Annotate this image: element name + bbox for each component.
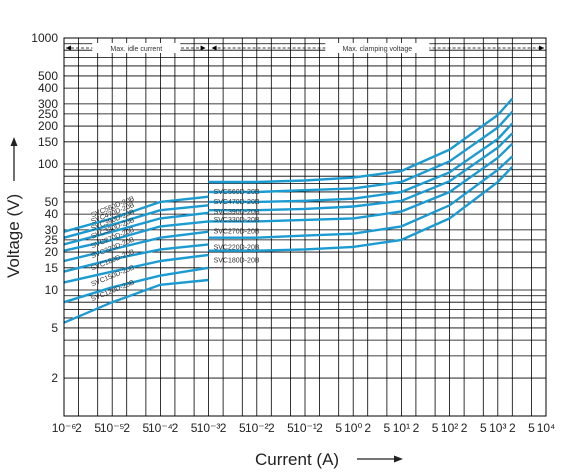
- idle-curve: [63, 253, 209, 284]
- clamp-region-label: Max. clamping voltage: [342, 46, 412, 53]
- clamp-series-label: SVC220D-20B: [214, 245, 260, 252]
- plot-frame: [63, 37, 547, 417]
- idle-curve: [63, 204, 209, 239]
- x-tick-label: 2: [220, 421, 227, 435]
- x-tick-label: 10⁰: [344, 421, 362, 435]
- x-tick-label: 5: [432, 421, 439, 435]
- x-axis-title: Current (A): [255, 450, 339, 469]
- x-tick-label: 2: [268, 421, 275, 435]
- x-tick-label: 10⁻⁶: [52, 421, 77, 435]
- clamp-series-label: SVC470D-20B: [214, 199, 260, 206]
- clamp-curve: [208, 122, 514, 204]
- region-arrow-right: [200, 45, 206, 51]
- y-tick-label: 30: [45, 223, 59, 237]
- idle-curve: [63, 211, 209, 246]
- clamp-curve: [208, 97, 514, 184]
- y-tick-label: 5: [51, 321, 58, 335]
- idle-curve: [63, 266, 209, 304]
- y-tick-label: 300: [38, 97, 58, 111]
- x-tick-label: 10⁻⁴: [148, 421, 173, 435]
- y-tick-label: 1000: [31, 31, 58, 45]
- x-tick-label: 5: [384, 421, 391, 435]
- x-tick-label: 10⁻⁵: [100, 421, 125, 435]
- x-tick-label: 5: [480, 421, 487, 435]
- x-tick-label: 10²: [441, 421, 458, 435]
- y-tick-label: 400: [38, 81, 58, 95]
- x-tick-label: 2: [75, 421, 82, 435]
- idle-curve: [63, 243, 209, 273]
- clamp-curve: [208, 155, 514, 239]
- clamp-series-label: SVC330D-20B: [214, 217, 260, 224]
- clamp-curve: [208, 110, 514, 194]
- clamp-curve: [208, 165, 514, 252]
- y-tick-label: 25: [45, 233, 59, 247]
- region-arrow-left: [66, 45, 71, 51]
- y-tick-label: 40: [45, 207, 59, 221]
- x-tick-label: 5: [528, 421, 535, 435]
- idle-curve: [63, 230, 209, 263]
- idle-curve: [63, 220, 209, 252]
- x-tick-label: 2: [509, 421, 516, 435]
- region-arrow-left: [211, 45, 217, 51]
- clamp-series-label: SVC180D-20B: [214, 258, 260, 265]
- x-tick-label: 10¹: [393, 421, 410, 435]
- clamp-curve: [208, 132, 514, 212]
- y-tick-label: 20: [45, 245, 59, 259]
- idle-curve: [63, 195, 209, 233]
- x-tick-label: 2: [316, 421, 323, 435]
- region-label-bg: [92, 43, 181, 53]
- y-axis-title: Voltage (V): [4, 194, 23, 278]
- tick-labels: 1000500400300250200150100504030252015105…: [31, 31, 555, 435]
- y-tick-label: 250: [38, 107, 58, 121]
- x-tick-label: 10⁻¹: [293, 421, 317, 435]
- x-tick-label: 2: [172, 421, 179, 435]
- clamp-series-label: SVC270D-20B: [214, 228, 260, 235]
- x-tick-label: 10⁻²: [245, 421, 269, 435]
- x-tick-label: 10⁻³: [197, 421, 221, 435]
- x-tick-label: 2: [413, 421, 420, 435]
- clamp-series-label: SVC560D-20B: [214, 189, 260, 196]
- idle-curve: [63, 278, 209, 324]
- x-axis-arrow-head: [394, 455, 403, 463]
- clamp-curve: [208, 142, 514, 223]
- clamp-series-label: SVC390D-20B: [214, 209, 260, 216]
- x-tick-label: 5: [143, 421, 150, 435]
- x-tick-label: 5: [287, 421, 294, 435]
- y-tick-label: 50: [45, 195, 59, 209]
- x-tick-label: 2: [364, 421, 371, 435]
- x-tick-label: 5: [239, 421, 246, 435]
- x-tick-label: 5: [335, 421, 342, 435]
- x-tick-label: 10⁴: [537, 421, 556, 435]
- region-arrow-right: [539, 45, 544, 51]
- y-tick-label: 15: [45, 261, 59, 275]
- region-bar: Max. idle current Max. clamping voltage: [66, 43, 544, 53]
- y-tick-label: 200: [38, 119, 58, 133]
- x-tick-label: 5: [191, 421, 198, 435]
- y-tick-label: 10: [45, 283, 59, 297]
- idle-region-label: Max. idle current: [110, 46, 162, 53]
- y-tick-label: 2: [51, 371, 58, 385]
- y-tick-label: 500: [38, 69, 58, 83]
- x-tick-label: 2: [461, 421, 468, 435]
- x-tick-label: 10³: [489, 421, 506, 435]
- y-axis-title-group: Voltage (V): [4, 137, 23, 278]
- x-tick-label: 5: [94, 421, 101, 435]
- grid: [64, 38, 546, 416]
- y-tick-label: 150: [38, 135, 58, 149]
- x-tick-label: 2: [123, 421, 130, 435]
- region-label-bg: [325, 43, 430, 53]
- x-axis-title-group: Current (A): [255, 450, 403, 469]
- y-axis-arrow-head: [10, 137, 18, 146]
- curves: [63, 97, 514, 324]
- y-tick-label: 100: [38, 157, 58, 171]
